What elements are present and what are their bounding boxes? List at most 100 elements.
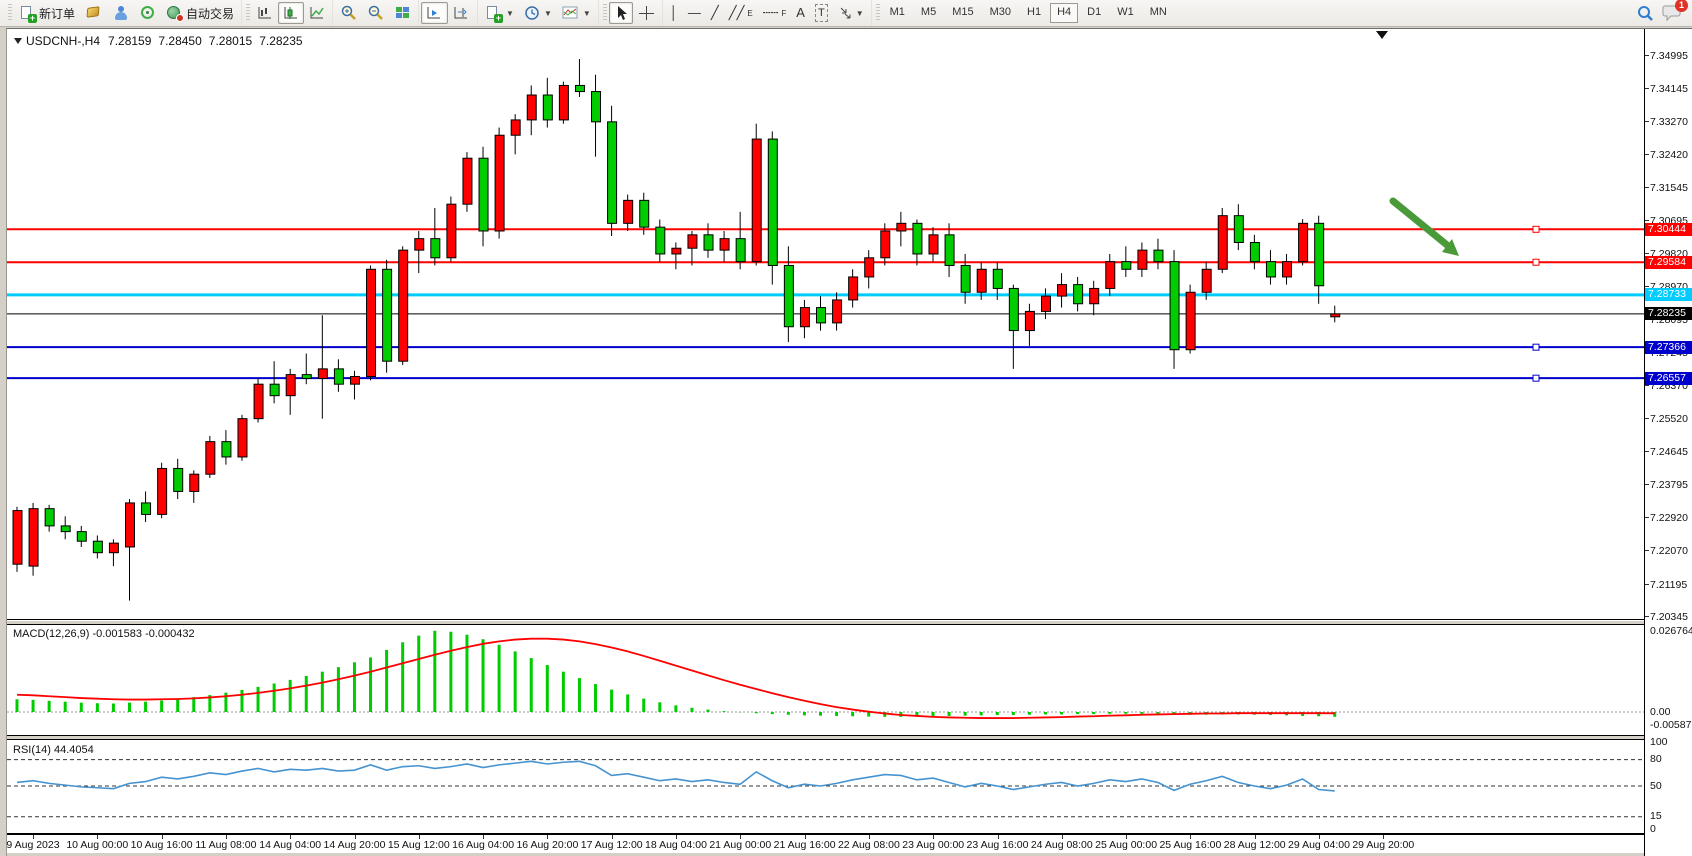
candle-body bbox=[1282, 261, 1293, 278]
time-tick-label: 25 Aug 00:00 bbox=[1095, 839, 1158, 851]
hline-handle[interactable] bbox=[1532, 225, 1540, 233]
timeframe-MN[interactable]: MN bbox=[1149, 6, 1167, 18]
label-tool-icon: T bbox=[814, 4, 828, 22]
search-icon[interactable] bbox=[1636, 4, 1654, 22]
time-tick-label: 10 Aug 16:00 bbox=[130, 839, 193, 851]
hline-handle[interactable] bbox=[1532, 343, 1540, 351]
label-tool-button[interactable]: T bbox=[810, 2, 833, 24]
toolbar-grip[interactable] bbox=[246, 4, 251, 22]
candle-body bbox=[1073, 284, 1084, 305]
candle-body bbox=[992, 268, 1003, 289]
price-axis[interactable]: 7.34995 7.34145 7.33270 7.32420 7.31545 7.306… bbox=[1644, 29, 1692, 856]
time-axis[interactable]: 9 Aug 2023 10 Aug 00:00 10 Aug 16:00 11 Aug… bbox=[6, 834, 1644, 852]
time-tick-dash bbox=[225, 835, 227, 839]
time-tick-dash bbox=[1319, 835, 1320, 839]
horizontal-line-button[interactable]: — bbox=[683, 2, 706, 24]
price-tick-dash bbox=[1645, 187, 1649, 189]
candle-body bbox=[928, 234, 939, 255]
macd-panel[interactable]: MACD(12,26,9) -0.001583 -0.000432 bbox=[7, 625, 1644, 736]
fibonacci-button[interactable]: ┄┄ F bbox=[758, 2, 792, 24]
candle-body bbox=[960, 264, 971, 293]
candlestick-chart-button[interactable] bbox=[278, 2, 305, 24]
rsi-axis-label: 80 bbox=[1650, 753, 1662, 765]
panel-divider[interactable] bbox=[7, 736, 1692, 740]
cursor-button[interactable] bbox=[608, 2, 633, 24]
toolbar-grip[interactable] bbox=[602, 4, 607, 22]
periods-button[interactable]: ▼ bbox=[519, 2, 557, 24]
time-tick-dash bbox=[1061, 835, 1063, 839]
price-tick-label: 7.22070 bbox=[1650, 545, 1688, 558]
main-chart-panel[interactable]: USDCNH-,H4 7.28159 7.28450 7.28015 7.282… bbox=[7, 29, 1644, 620]
timeframe-D1[interactable]: D1 bbox=[1087, 6, 1102, 18]
candle-body bbox=[446, 203, 457, 259]
indicators-button[interactable]: ▼ bbox=[557, 2, 596, 24]
hline-handle[interactable] bbox=[1532, 374, 1540, 382]
line-chart-button[interactable] bbox=[304, 2, 330, 24]
arrows-tool-button[interactable]: ▼ bbox=[833, 2, 869, 24]
timeframe-H1[interactable]: H1 bbox=[1027, 6, 1042, 18]
trendline-button[interactable]: ╱ bbox=[706, 2, 724, 24]
timeframe-M15[interactable]: M15 bbox=[952, 6, 974, 18]
candle-body bbox=[1298, 222, 1309, 263]
notifications-button[interactable]: 1 bbox=[1662, 0, 1688, 24]
candle-body bbox=[366, 268, 377, 378]
price-tick-dash bbox=[1645, 87, 1649, 89]
time-tick-label: 14 Aug 20:00 bbox=[323, 839, 386, 851]
annotation-arrowhead[interactable] bbox=[1442, 239, 1459, 256]
price-chip-resistance: 7.29584 bbox=[1645, 255, 1692, 269]
time-tick-dash bbox=[1126, 835, 1128, 839]
time-tick-label: 29 Aug 20:00 bbox=[1352, 839, 1415, 851]
hline-handle[interactable] bbox=[1532, 258, 1540, 266]
channel-button[interactable]: ╱╱ E bbox=[724, 2, 758, 24]
vertical-line-button[interactable]: │ bbox=[665, 2, 683, 24]
toolbar-grip[interactable] bbox=[875, 4, 880, 22]
tile-windows-button[interactable] bbox=[389, 2, 416, 24]
rsi-panel[interactable]: RSI(14) 44.4054 bbox=[7, 741, 1644, 834]
time-tick-label: 23 Aug 00:00 bbox=[902, 839, 965, 851]
annotation-arrow[interactable] bbox=[1389, 197, 1451, 249]
chart-shift-button[interactable] bbox=[448, 2, 475, 24]
bar-chart-button[interactable] bbox=[252, 2, 278, 24]
new-chart-button[interactable]: + ▼ bbox=[480, 2, 519, 24]
gold-chart-button[interactable] bbox=[80, 2, 107, 24]
candle-body bbox=[607, 121, 618, 224]
auto-trading-button[interactable]: 自动交易 bbox=[161, 2, 239, 24]
candle-body bbox=[1057, 284, 1068, 297]
vertical-line-icon: │ bbox=[669, 5, 678, 20]
candle-body bbox=[1153, 249, 1164, 263]
time-tick-label: 28 Aug 12:00 bbox=[1223, 839, 1286, 851]
crosshair-button[interactable] bbox=[633, 2, 660, 24]
community-button[interactable] bbox=[107, 2, 134, 24]
price-tick-label: 7.24645 bbox=[1650, 446, 1688, 459]
text-tool-button[interactable]: A bbox=[791, 2, 810, 24]
shift-marker-icon[interactable] bbox=[1376, 31, 1388, 39]
signals-button[interactable] bbox=[134, 2, 161, 24]
macd-axis-label: 0.026764 bbox=[1650, 625, 1692, 637]
price-tick-label: 7.31545 bbox=[1650, 182, 1688, 195]
trendline-icon: ╱ bbox=[710, 5, 719, 20]
time-tick-dash bbox=[1254, 835, 1256, 839]
rsi-axis-label: 0 bbox=[1650, 823, 1656, 835]
rsi-axis-label: 15 bbox=[1650, 810, 1662, 822]
zoom-in-button[interactable] bbox=[335, 2, 362, 24]
timeframe-M30[interactable]: M30 bbox=[989, 6, 1011, 18]
timeframe-M5[interactable]: M5 bbox=[920, 6, 937, 18]
ohlc-open: 7.28159 bbox=[108, 34, 152, 48]
auto-scroll-button[interactable] bbox=[421, 2, 449, 24]
candle-body bbox=[864, 257, 875, 278]
price-tick-dash bbox=[1645, 583, 1649, 585]
candle-body bbox=[526, 94, 537, 121]
new-order-button[interactable]: + 新订单 bbox=[14, 2, 80, 24]
timeframe-M1[interactable]: M1 bbox=[889, 6, 905, 18]
time-tick-dash bbox=[1383, 835, 1385, 839]
chart-menu-triangle-icon[interactable] bbox=[14, 38, 22, 44]
candle-body bbox=[912, 222, 923, 255]
signals-radar-icon bbox=[139, 5, 156, 21]
timeframe-W1[interactable]: W1 bbox=[1117, 6, 1134, 18]
panel-divider[interactable] bbox=[7, 621, 1692, 625]
candle-body bbox=[92, 540, 103, 554]
timeframe-H4[interactable]: H4 bbox=[1050, 3, 1079, 23]
zoom-out-button[interactable] bbox=[362, 2, 389, 24]
toolbar-grip[interactable] bbox=[8, 4, 12, 22]
candle-body bbox=[799, 307, 810, 328]
